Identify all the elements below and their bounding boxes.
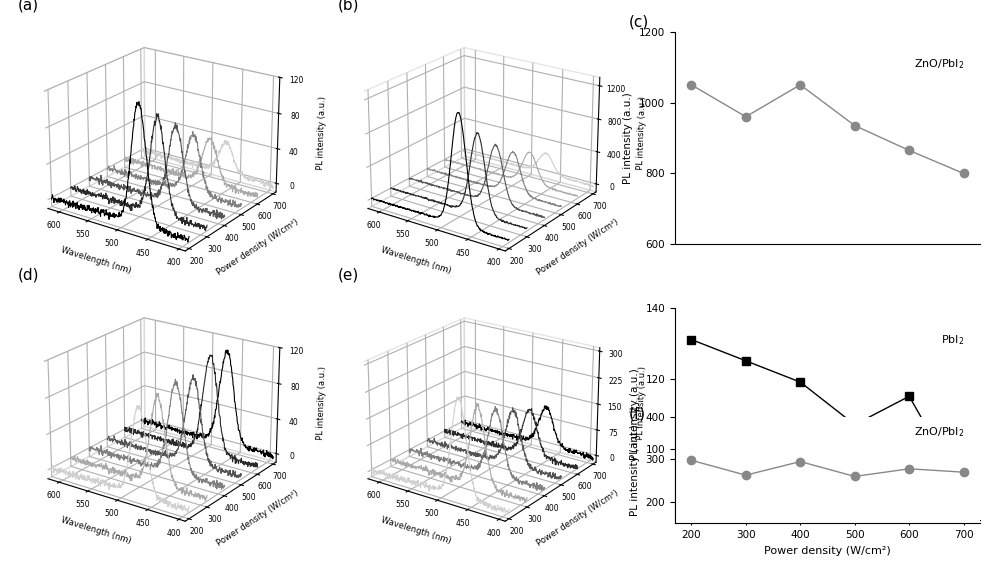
X-axis label: Wavelength (nm): Wavelength (nm)	[60, 516, 133, 546]
Y-axis label: Power density (W/cm²): Power density (W/cm²)	[535, 488, 620, 547]
X-axis label: Power density (W/cm²): Power density (W/cm²)	[764, 546, 891, 555]
Text: PbI$_2$: PbI$_2$	[941, 333, 965, 347]
Y-axis label: PL intensity (a.u.): PL intensity (a.u.)	[623, 92, 633, 184]
X-axis label: Wavelength (nm): Wavelength (nm)	[60, 246, 133, 275]
Text: (c): (c)	[629, 14, 650, 29]
Text: (a): (a)	[18, 0, 39, 12]
Y-axis label: Power density (W/cm²): Power density (W/cm²)	[215, 218, 300, 277]
Text: (f): (f)	[629, 406, 646, 421]
X-axis label: Wavelength (nm): Wavelength (nm)	[380, 246, 453, 275]
Y-axis label: Power density (W/cm²): Power density (W/cm²)	[215, 488, 300, 547]
Text: (b): (b)	[338, 0, 359, 12]
Text: (d): (d)	[18, 267, 39, 282]
Y-axis label: PL intensity (a.u.): PL intensity (a.u.)	[630, 424, 640, 516]
Text: (e): (e)	[338, 267, 359, 282]
Y-axis label: PL intensity (a.u.): PL intensity (a.u.)	[630, 368, 640, 460]
Text: ZnO/PbI$_2$: ZnO/PbI$_2$	[914, 426, 965, 439]
Text: ZnO/PbI$_2$: ZnO/PbI$_2$	[914, 57, 965, 71]
Y-axis label: Power density (W/cm²): Power density (W/cm²)	[535, 218, 620, 277]
X-axis label: Wavelength (nm): Wavelength (nm)	[380, 516, 453, 546]
